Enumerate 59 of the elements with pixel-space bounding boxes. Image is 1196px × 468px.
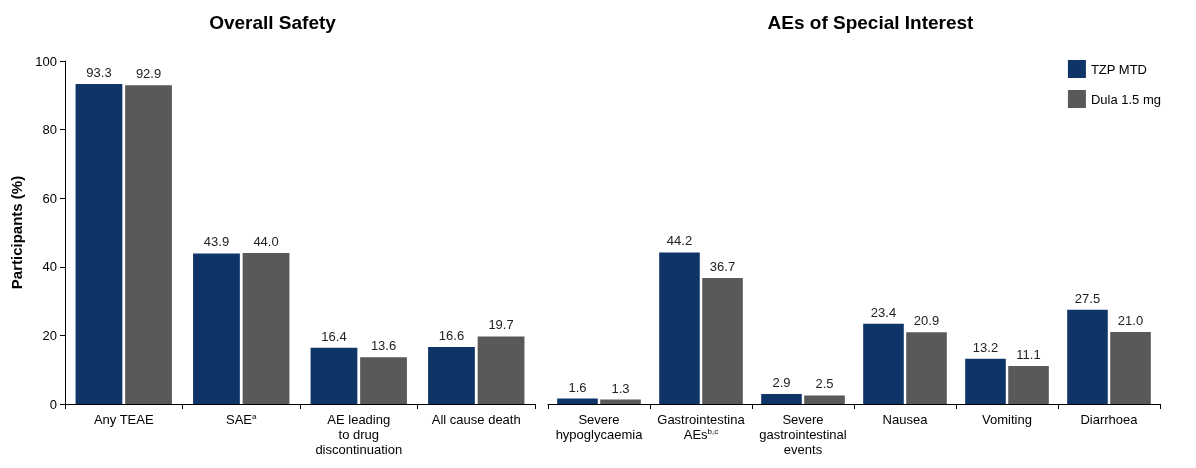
data-label: 93.3 (86, 64, 112, 80)
data-label: 20.9 (913, 313, 940, 329)
chart-title: Overall Safety (209, 12, 337, 33)
bar (125, 85, 172, 404)
data-label: 2.5 (815, 376, 834, 392)
data-label: 43.9 (203, 234, 230, 250)
data-label: 11.1 (1016, 346, 1041, 362)
bar (761, 394, 802, 404)
data-label: 21.0 (1117, 312, 1144, 328)
x-tick-label: Nausea (882, 412, 929, 427)
x-tick-label: All cause death (431, 412, 521, 427)
data-label: 16.6 (438, 328, 465, 344)
bar (310, 347, 358, 404)
bar (906, 332, 947, 404)
bar (965, 358, 1006, 404)
data-label: 13.6 (370, 338, 397, 354)
bar (242, 253, 290, 404)
y-tick-label: 100 (35, 53, 57, 69)
y-tick-label: 40 (42, 259, 57, 275)
data-label: 27.5 (1074, 290, 1101, 306)
bar (1067, 309, 1108, 404)
bar (659, 252, 700, 404)
x-tick-label: Severe hypoglycaemia (555, 412, 644, 442)
data-label: 2.9 (772, 375, 791, 391)
x-tick-label: Severe gastrointestinal events (759, 412, 847, 457)
data-label: 92.9 (135, 66, 162, 82)
data-label: 23.4 (870, 304, 897, 320)
bar (702, 278, 743, 404)
y-tick-label: 60 (42, 190, 57, 206)
data-label: 19.7 (488, 317, 514, 333)
data-label: 16.4 (321, 328, 347, 344)
x-tick-label: Vomiting (982, 412, 1032, 427)
bar (600, 399, 641, 404)
y-tick-label: 80 (42, 122, 57, 138)
bar (557, 398, 598, 404)
bar (75, 83, 123, 404)
bar (360, 357, 407, 404)
bar (863, 323, 904, 404)
legend-label: Dula 1.5 mg (1090, 91, 1161, 107)
legend-label: TZP MTD (1090, 61, 1147, 77)
bar (1110, 331, 1151, 404)
data-label: 1.6 (568, 379, 587, 395)
bar (477, 336, 525, 404)
y-axis-title: Participants (%) (8, 175, 26, 290)
x-tick-label: Diarrhoea (1080, 412, 1139, 427)
bar (428, 347, 475, 404)
x-tick-label: AE leading to drug discontinuation (315, 412, 403, 457)
y-tick-label: 20 (42, 327, 57, 343)
data-label: 44.2 (666, 233, 693, 249)
bar (804, 395, 845, 404)
chart-title: AEs of Special Interest (767, 12, 975, 33)
y-tick-label: 0 (49, 396, 57, 412)
data-label: 44.0 (253, 234, 279, 250)
data-label: 1.3 (611, 380, 630, 396)
data-label: 36.7 (709, 259, 736, 275)
bar (193, 253, 240, 404)
x-tick-label: Any TEAE (93, 412, 154, 427)
bar (1008, 365, 1049, 404)
data-label: 13.2 (972, 339, 999, 355)
